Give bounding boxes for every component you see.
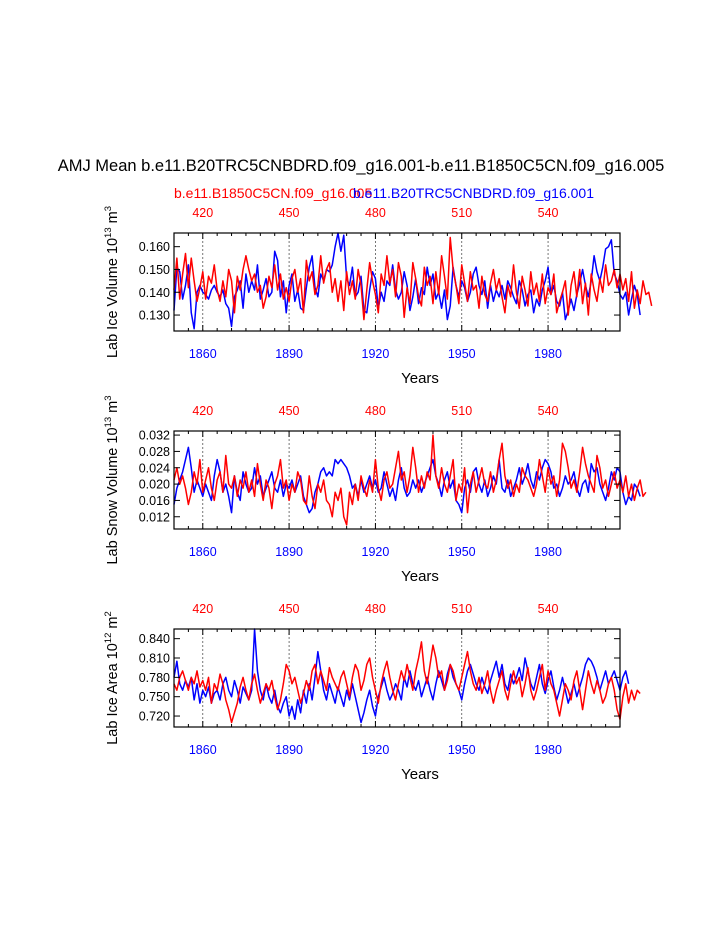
x-tick-label-top: 480 <box>365 602 386 616</box>
legend-blue-label: b.e11.B20TRC5CNBDRD.f09_g16.001 <box>353 185 594 201</box>
series-line-blue <box>173 446 641 514</box>
x-tick-label-top: 510 <box>451 602 472 616</box>
plot-frame <box>173 628 621 728</box>
y-tick-label: 0.780 <box>139 671 170 685</box>
x-tick-label-top: 540 <box>538 206 559 220</box>
x-tick-label-bottom: 1860 <box>189 347 217 361</box>
series-line-red <box>173 641 641 724</box>
x-axis-label: Years <box>401 370 439 387</box>
x-tick-label-bottom: 1890 <box>275 347 303 361</box>
x-tick-label-top: 540 <box>538 602 559 616</box>
y-tick-label: 0.150 <box>139 263 170 277</box>
figure-title: AMJ Mean b.e11.B20TRC5CNBDRD.f09_g16.001… <box>58 157 665 175</box>
x-tick-label-bottom: 1860 <box>189 545 217 559</box>
x-tick-label-top: 420 <box>192 206 213 220</box>
y-tick-label: 0.720 <box>139 710 170 724</box>
y-axis-label: Lab Ice Area 1012 m2 <box>103 611 121 745</box>
y-tick-label: 0.020 <box>139 478 170 492</box>
x-tick-label-bottom: 1920 <box>362 545 390 559</box>
x-axis-label: Years <box>401 766 439 783</box>
y-tick-label: 0.012 <box>139 510 170 524</box>
x-tick-label-top: 450 <box>279 404 300 418</box>
y-tick-label: 0.130 <box>139 309 170 323</box>
x-tick-label-top: 450 <box>279 206 300 220</box>
x-tick-label-top: 480 <box>365 206 386 220</box>
x-tick-label-bottom: 1980 <box>534 347 562 361</box>
plot-frame <box>173 232 621 332</box>
chart-snow-volume: 0.012 0.016 0.020 0.024 0.028 0.032 1860 1890 19… <box>103 395 647 585</box>
chart-ice-volume: 0.130 0.140 0.150 0.160 1860 1890 1920 1950 1980… <box>103 206 653 387</box>
x-tick-label-top: 450 <box>279 602 300 616</box>
x-tick-label-bottom: 1890 <box>275 545 303 559</box>
series-line-red <box>173 434 647 526</box>
series-line-red <box>173 236 653 321</box>
x-tick-label-top: 480 <box>365 404 386 418</box>
x-tick-label-bottom: 1950 <box>448 545 476 559</box>
x-tick-label-top: 420 <box>192 404 213 418</box>
series-line-blue <box>173 232 641 330</box>
y-tick-label: 0.810 <box>139 652 170 666</box>
y-tick-label: 0.140 <box>139 286 170 300</box>
x-tick-label-bottom: 1950 <box>448 347 476 361</box>
legend-red-label: b.e11.B1850C5CN.f09_g16.005 <box>174 185 372 201</box>
y-axis-label: Lab Ice Volume 1013 m3 <box>103 206 121 358</box>
y-tick-label: 0.840 <box>139 632 170 646</box>
x-tick-label-top: 540 <box>538 404 559 418</box>
x-tick-label-bottom: 1950 <box>448 743 476 757</box>
y-tick-label: 0.016 <box>139 494 170 508</box>
x-tick-label-bottom: 1920 <box>362 743 390 757</box>
x-tick-label-bottom: 1980 <box>534 743 562 757</box>
y-tick-label: 0.024 <box>139 461 170 475</box>
y-tick-label: 0.160 <box>139 240 170 254</box>
x-tick-label-top: 510 <box>451 404 472 418</box>
x-tick-label-bottom: 1920 <box>362 347 390 361</box>
y-axis-label: Lab Snow Volume 1013 m3 <box>103 395 121 564</box>
x-tick-label-bottom: 1980 <box>534 545 562 559</box>
x-axis-label: Years <box>401 568 439 585</box>
x-tick-label-bottom: 1890 <box>275 743 303 757</box>
y-tick-label: 0.028 <box>139 445 170 459</box>
chart-ice-area: 0.720 0.750 0.780 0.810 0.840 1860 1890 1920 195… <box>103 602 641 783</box>
y-tick-label: 0.750 <box>139 690 170 704</box>
x-tick-label-top: 420 <box>192 602 213 616</box>
y-tick-label: 0.032 <box>139 429 170 443</box>
plot-frame <box>173 430 621 530</box>
x-tick-label-bottom: 1860 <box>189 743 217 757</box>
x-tick-label-top: 510 <box>451 206 472 220</box>
